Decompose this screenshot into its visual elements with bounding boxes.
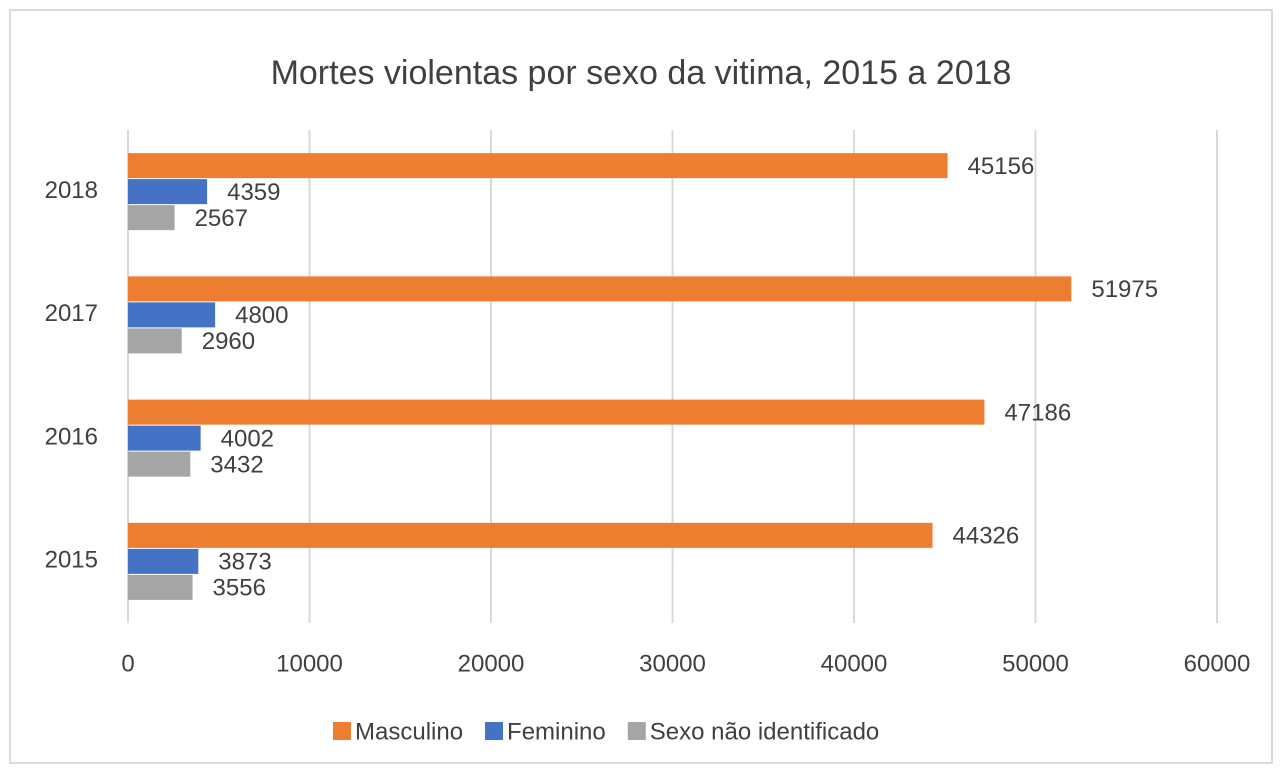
legend-swatch [627,722,646,740]
data-label: 4800 [235,302,288,329]
data-label: 3873 [218,549,271,576]
chart-frame [9,9,1273,764]
x-tick-label: 20000 [458,650,525,677]
bar [128,574,193,600]
data-label: 44326 [953,523,1020,550]
bar [128,328,182,354]
legend-swatch [485,722,504,740]
x-tick-label: 0 [121,650,134,677]
y-tick-label: 2017 [45,300,98,327]
y-tick-label: 2016 [45,423,98,450]
x-tick-label: 10000 [276,650,343,677]
bar [128,153,948,179]
data-label: 3432 [210,451,263,478]
legend-label: Sexo não identificado [650,718,880,745]
data-label: 45156 [968,153,1035,180]
bar [128,425,201,451]
bar [128,451,191,477]
bar [128,302,216,328]
y-tick-label: 2015 [45,547,98,574]
bar [128,276,1072,302]
x-tick-label: 60000 [1184,650,1251,677]
data-label: 4359 [227,179,280,206]
bar [128,522,933,548]
bar [128,205,175,231]
bar [128,179,208,205]
data-label: 3556 [213,575,266,602]
chart-title: Mortes violentas por sexo da vitima, 201… [271,54,1012,92]
data-label: 51975 [1091,276,1158,303]
legend-label: Feminino [507,718,606,745]
x-tick-label: 50000 [1002,650,1069,677]
x-tick-label: 30000 [639,650,706,677]
bar [128,548,199,574]
legend-label: Masculino [355,718,463,745]
legend-swatch [333,722,351,740]
data-label: 2960 [202,328,255,355]
data-label: 4002 [221,425,274,452]
y-tick-label: 2018 [45,177,98,204]
data-label: 2567 [195,205,248,232]
bar [128,399,985,425]
data-label: 47186 [1004,399,1071,426]
x-tick-label: 40000 [821,650,888,677]
